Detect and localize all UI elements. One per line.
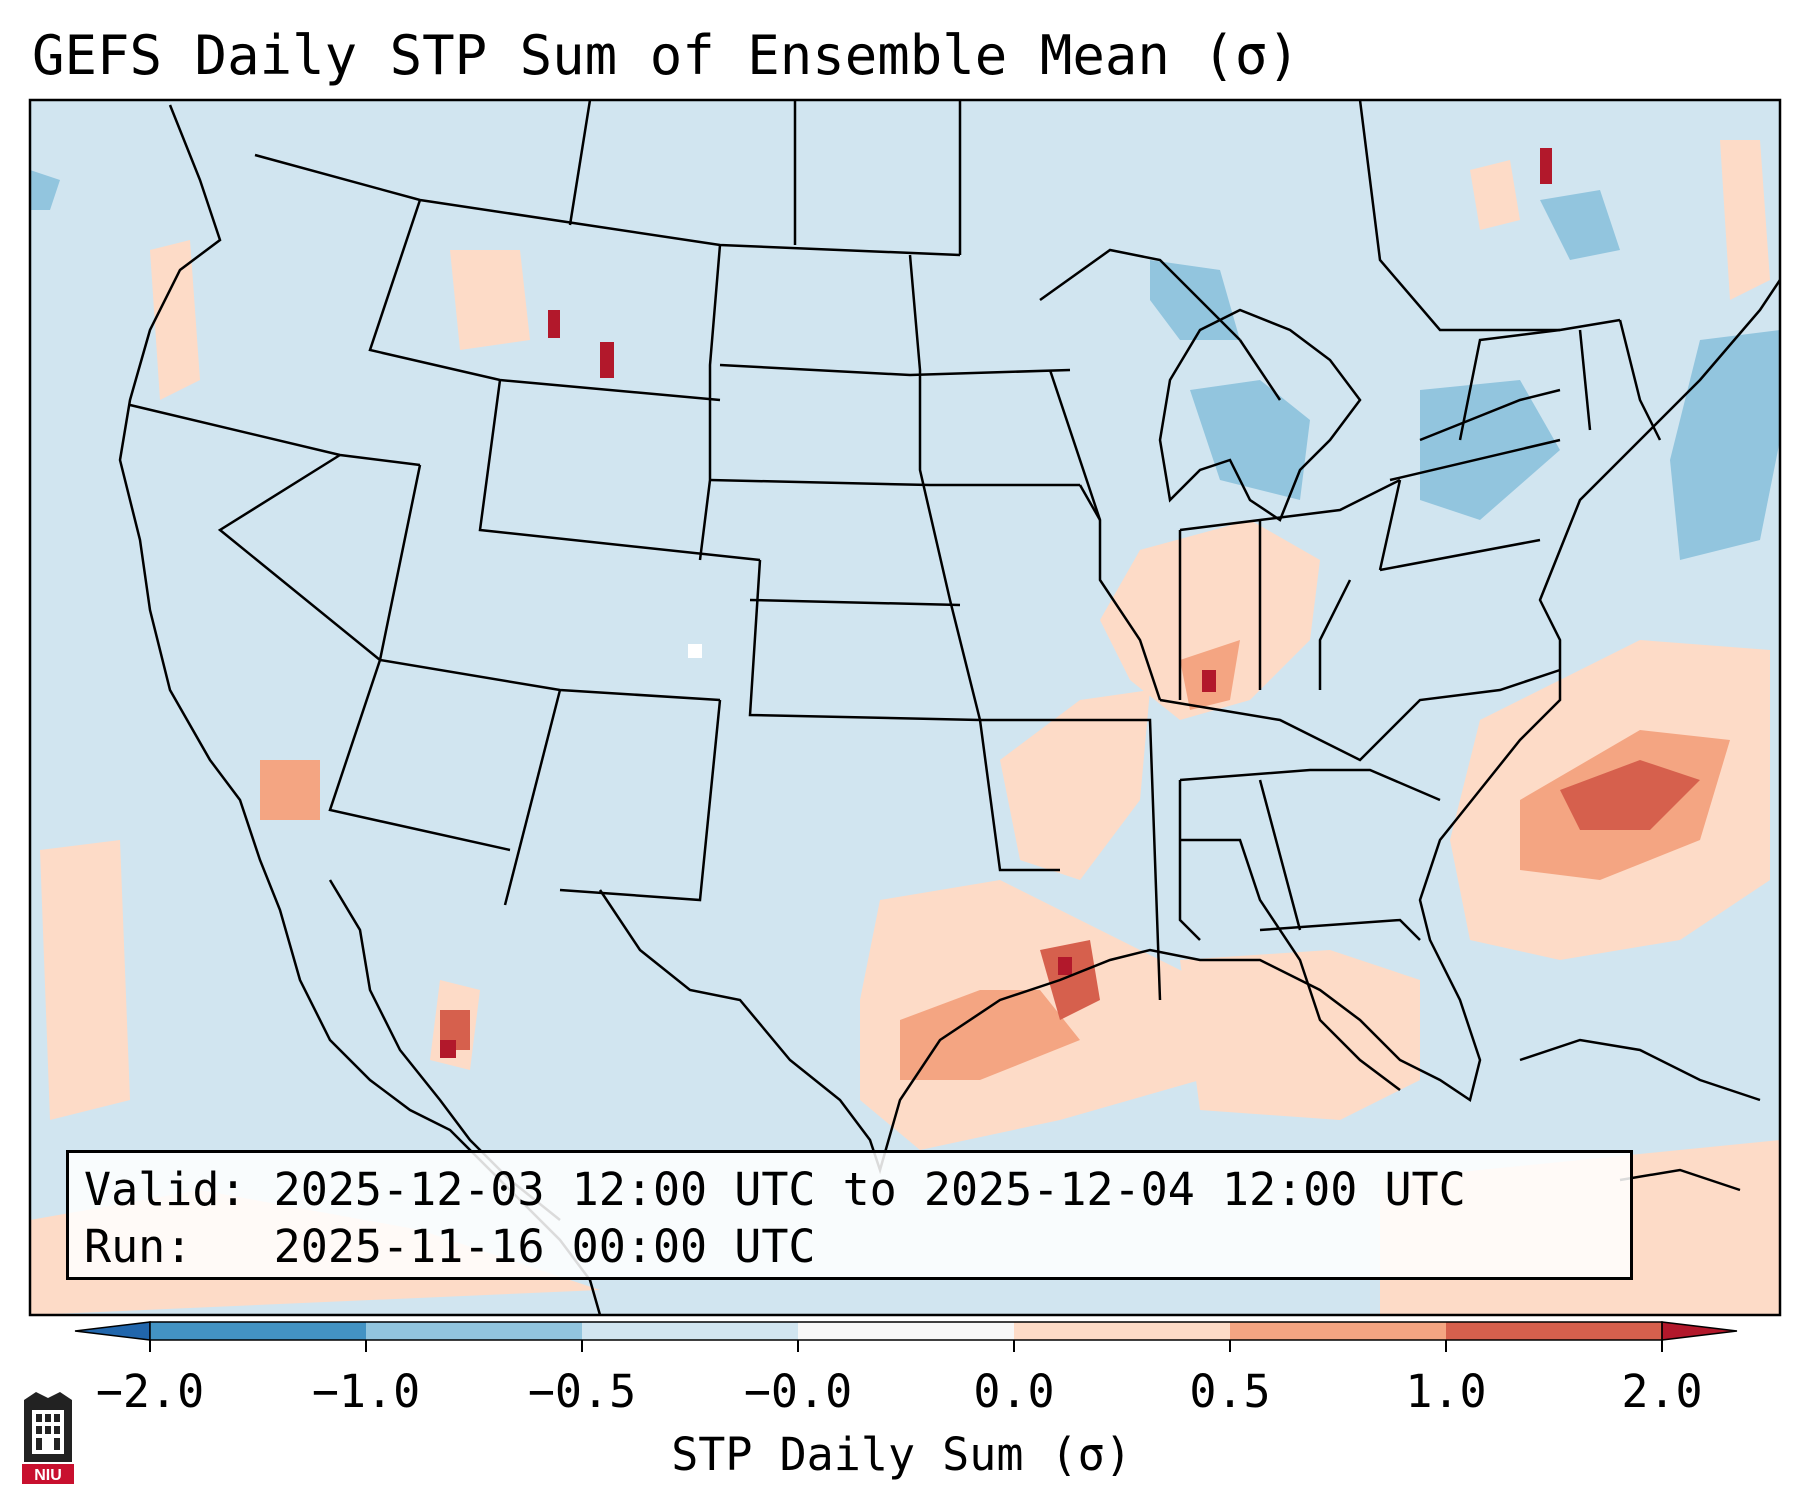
colorbar-under-arrow <box>74 1321 151 1341</box>
map-frame <box>28 98 1782 1317</box>
colorbar-tick-label: −2.0 <box>95 1365 205 1418</box>
colorbar-segment <box>582 1322 799 1340</box>
stp-negative-field <box>30 170 1780 560</box>
colorbar-segment <box>798 1322 1015 1340</box>
colorbar-over-arrow <box>1661 1321 1738 1341</box>
colorbar-label: STP Daily Sum (σ) <box>671 1428 1132 1481</box>
colorbar-tick-label: 0.0 <box>973 1365 1055 1418</box>
state-boundaries <box>129 100 1662 1001</box>
run-row: Run: 2025-11-16 00:00 UTC <box>84 1218 1615 1275</box>
run-value: 2025-11-16 00:00 UTC <box>273 1220 816 1273</box>
run-label: Run: <box>84 1220 193 1273</box>
colorbar-segment <box>1446 1322 1663 1340</box>
colorbar <box>74 1321 1738 1352</box>
colorbar-tick-label: 1.0 <box>1405 1365 1487 1418</box>
colorbar-segment <box>1014 1322 1231 1340</box>
colorbar-tick-label: −0.5 <box>527 1365 637 1418</box>
colorbar-tick-label: 0.5 <box>1189 1365 1271 1418</box>
colorbar-segment <box>150 1322 367 1340</box>
valid-row: Valid: 2025-12-03 12:00 UTC to 2025-12-0… <box>84 1161 1615 1218</box>
colorbar-tick-label: −0.0 <box>743 1365 853 1418</box>
university-shield-icon: NIU <box>22 1392 74 1484</box>
valid-time-box: Valid: 2025-12-03 12:00 UTC to 2025-12-0… <box>66 1150 1633 1280</box>
valid-label: Valid: <box>84 1163 247 1216</box>
colorbar-segment <box>366 1322 583 1340</box>
colorbar-tick-label: −1.0 <box>311 1365 421 1418</box>
stp-hotspots <box>440 148 1552 1058</box>
valid-value: 2025-12-03 12:00 UTC to 2025-12-04 12:00… <box>273 1163 1466 1216</box>
colorbar-tick-label: 2.0 <box>1621 1365 1703 1418</box>
chart-title: GEFS Daily STP Sum of Ensemble Mean (σ) <box>32 24 1300 87</box>
colorbar-segment <box>1230 1322 1447 1340</box>
logo-text: NIU <box>34 1467 62 1484</box>
colorbar-frame <box>149 1321 1663 1341</box>
